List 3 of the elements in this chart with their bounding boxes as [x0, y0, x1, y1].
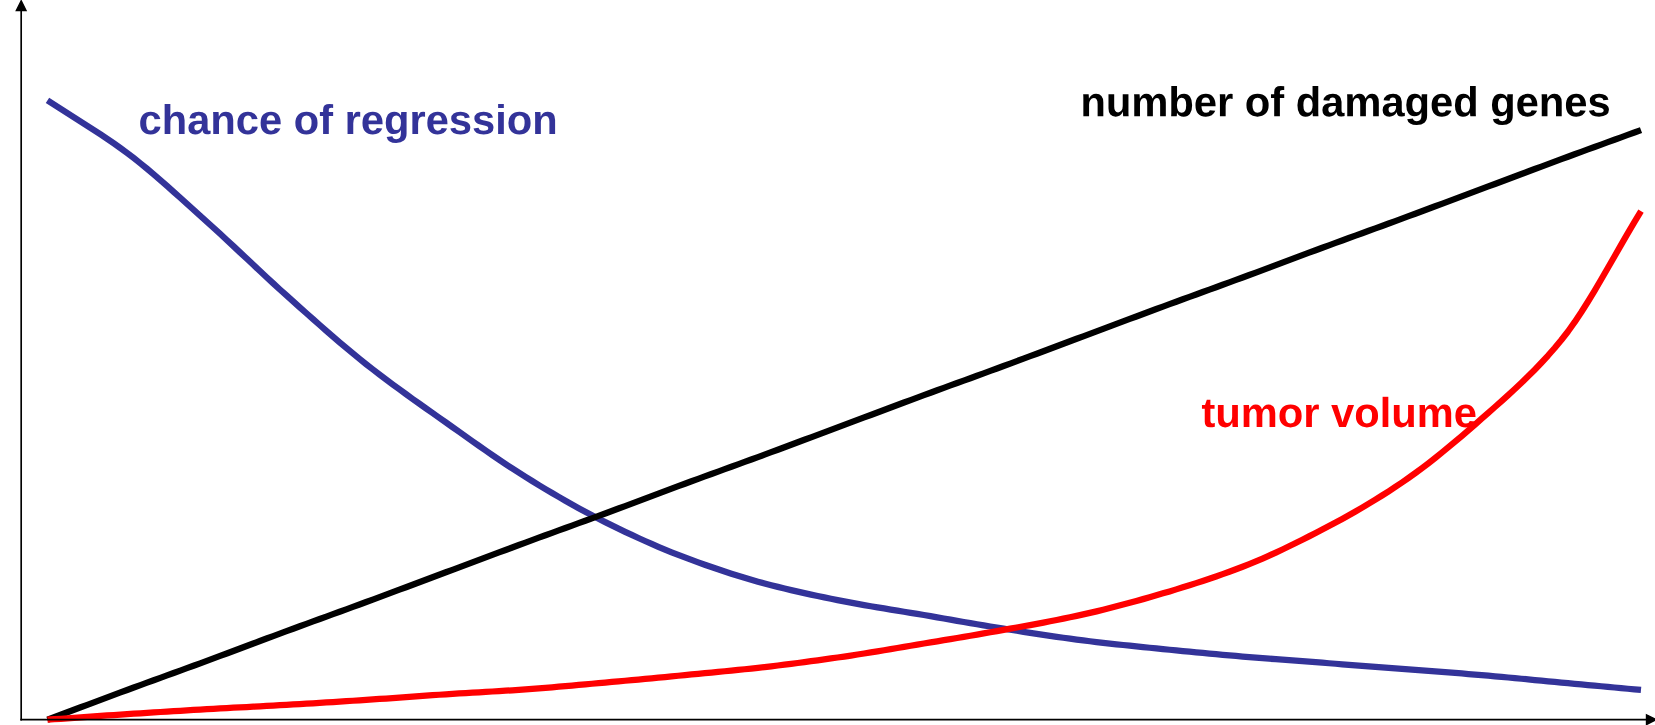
series-label: chance of regression	[140, 103, 556, 143]
series-label: tumor volume	[1201, 396, 1476, 428]
series-label: number of damaged genes	[1083, 86, 1609, 126]
